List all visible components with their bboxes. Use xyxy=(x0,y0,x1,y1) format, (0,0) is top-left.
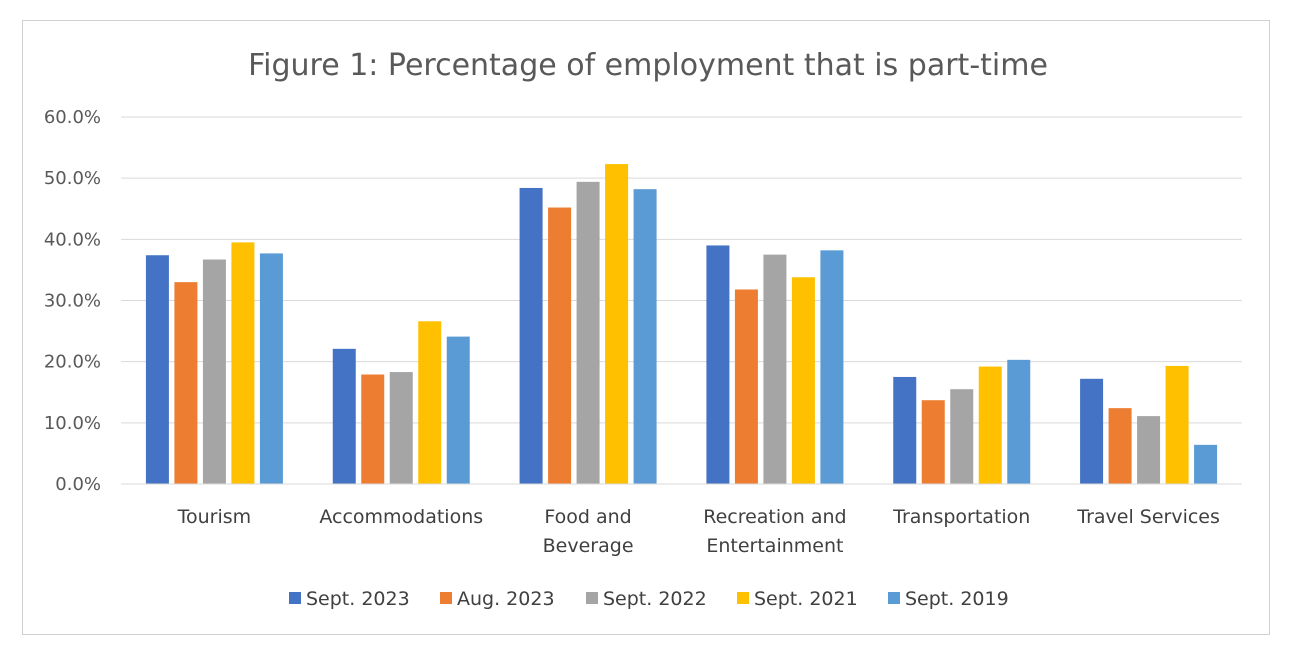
y-tick-label: 50.0% xyxy=(44,168,101,189)
gridlines xyxy=(121,116,1242,424)
category-label: Travel Services xyxy=(1076,506,1220,528)
bar xyxy=(519,187,543,484)
bar xyxy=(633,189,657,484)
bar xyxy=(1108,408,1132,484)
bar xyxy=(259,253,283,484)
y-tick-label: 40.0% xyxy=(44,229,101,250)
bar xyxy=(605,164,629,484)
y-axis-ticks: 0.0% 10.0% 20.0% 30.0% 40.0% 50.0% 60.0% xyxy=(44,107,101,495)
legend-label: Sept. 2021 xyxy=(754,588,858,610)
bar xyxy=(791,277,815,484)
bar xyxy=(1080,378,1104,484)
legend-swatch xyxy=(888,592,900,604)
category-label: Food and xyxy=(544,506,631,528)
legend-label: Aug. 2023 xyxy=(457,588,555,610)
legend: Sept. 2023 Aug. 2023 Sept. 2022 Sept. 2021 S… xyxy=(289,588,1009,610)
bar xyxy=(820,250,844,484)
category-label: Transportation xyxy=(892,506,1030,528)
category-labels: Tourism Accommodations Food and Beverage Rec… xyxy=(177,506,1220,557)
bar xyxy=(418,321,442,484)
legend-swatch xyxy=(289,592,301,604)
legend-swatch xyxy=(586,592,598,604)
bar xyxy=(950,389,974,484)
bar xyxy=(1007,359,1031,484)
bar xyxy=(576,181,600,484)
bar xyxy=(921,400,945,484)
bar xyxy=(978,366,1002,484)
y-tick-label: 30.0% xyxy=(44,291,101,312)
legend-label: Sept. 2019 xyxy=(905,588,1009,610)
bar xyxy=(1165,365,1189,484)
legend-swatch xyxy=(440,592,452,604)
bar xyxy=(361,374,385,484)
bar xyxy=(145,255,169,484)
bar xyxy=(706,245,730,484)
bar xyxy=(389,372,413,484)
bar xyxy=(202,259,226,484)
chart-title: Figure 1: Percentage of employment that … xyxy=(248,48,1048,83)
bar xyxy=(893,376,917,484)
legend-label: Sept. 2022 xyxy=(603,588,707,610)
y-tick-label: 60.0% xyxy=(44,107,101,128)
bar xyxy=(446,336,470,484)
category-label: Recreation and xyxy=(703,506,846,528)
bar xyxy=(763,254,787,484)
bar xyxy=(734,289,758,484)
y-tick-label: 0.0% xyxy=(55,474,101,495)
bar xyxy=(1194,444,1218,484)
y-tick-label: 10.0% xyxy=(44,413,101,434)
category-label: Beverage xyxy=(543,535,634,557)
bar xyxy=(548,207,572,484)
category-label: Accommodations xyxy=(319,506,483,528)
legend-swatch xyxy=(737,592,749,604)
y-tick-label: 20.0% xyxy=(44,352,101,373)
legend-label: Sept. 2023 xyxy=(306,588,410,610)
bar xyxy=(174,282,198,484)
bar xyxy=(231,242,255,484)
bar xyxy=(1137,416,1161,484)
bars xyxy=(145,164,1218,484)
bar xyxy=(332,348,356,484)
category-label: Tourism xyxy=(177,506,252,528)
category-label: Entertainment xyxy=(706,535,843,557)
